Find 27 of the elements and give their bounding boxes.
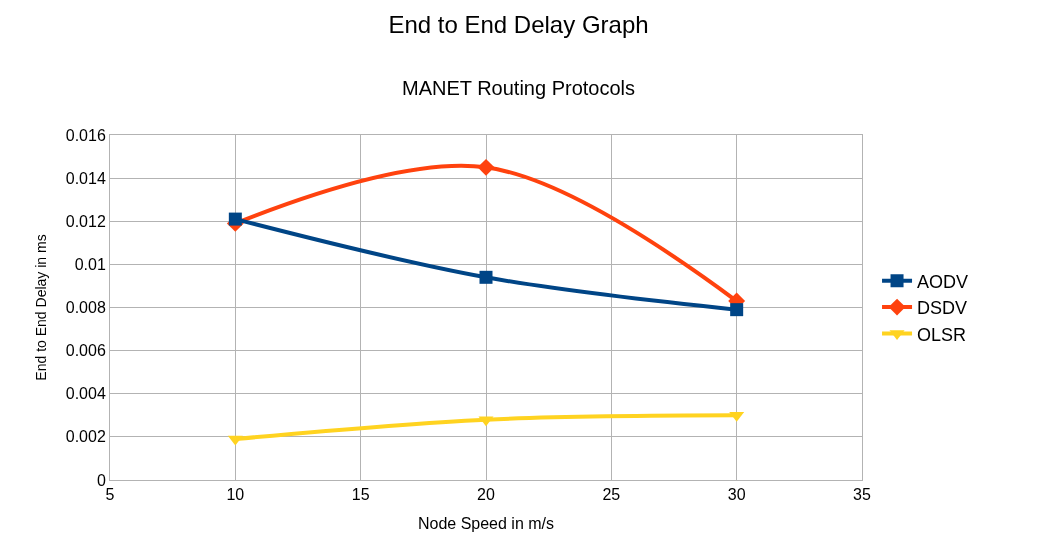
y-tick-label: 0.012 (65, 212, 106, 230)
x-tick-label: 10 (226, 486, 245, 504)
x-tick-label: 25 (602, 486, 621, 504)
chart-subtitle: MANET Routing Protocols (401, 77, 636, 100)
y-tick-label: 0 (96, 471, 106, 489)
x-tick-label: 35 (853, 486, 871, 504)
point (730, 303, 744, 317)
x-axis-title: Node Speed in m/s (417, 514, 555, 532)
y-tick-label: 0.006 (65, 342, 106, 360)
point (477, 158, 495, 176)
y-tick-label: 0.008 (65, 299, 106, 317)
x-tick-label: 20 (477, 486, 495, 504)
legend-label: OLSR (917, 324, 967, 345)
y-axis-title: End to End Delay in ms (33, 234, 50, 381)
point (479, 270, 493, 284)
x-tick-label: 30 (727, 486, 746, 504)
legend-label: DSDV (917, 298, 968, 319)
y-tick-label: 0.016 (65, 126, 106, 144)
point (228, 212, 242, 226)
x-tick-label: 5 (105, 486, 115, 504)
y-tick-label: 0.014 (65, 169, 106, 187)
legend-label: AODV (917, 271, 969, 292)
chart-title: End to End Delay Graph (388, 11, 649, 38)
y-tick-label: 0.002 (65, 428, 106, 446)
x-tick-label: 15 (351, 486, 370, 504)
y-tick-label: 0.01 (74, 255, 106, 273)
y-tick-label: 0.004 (65, 385, 106, 403)
